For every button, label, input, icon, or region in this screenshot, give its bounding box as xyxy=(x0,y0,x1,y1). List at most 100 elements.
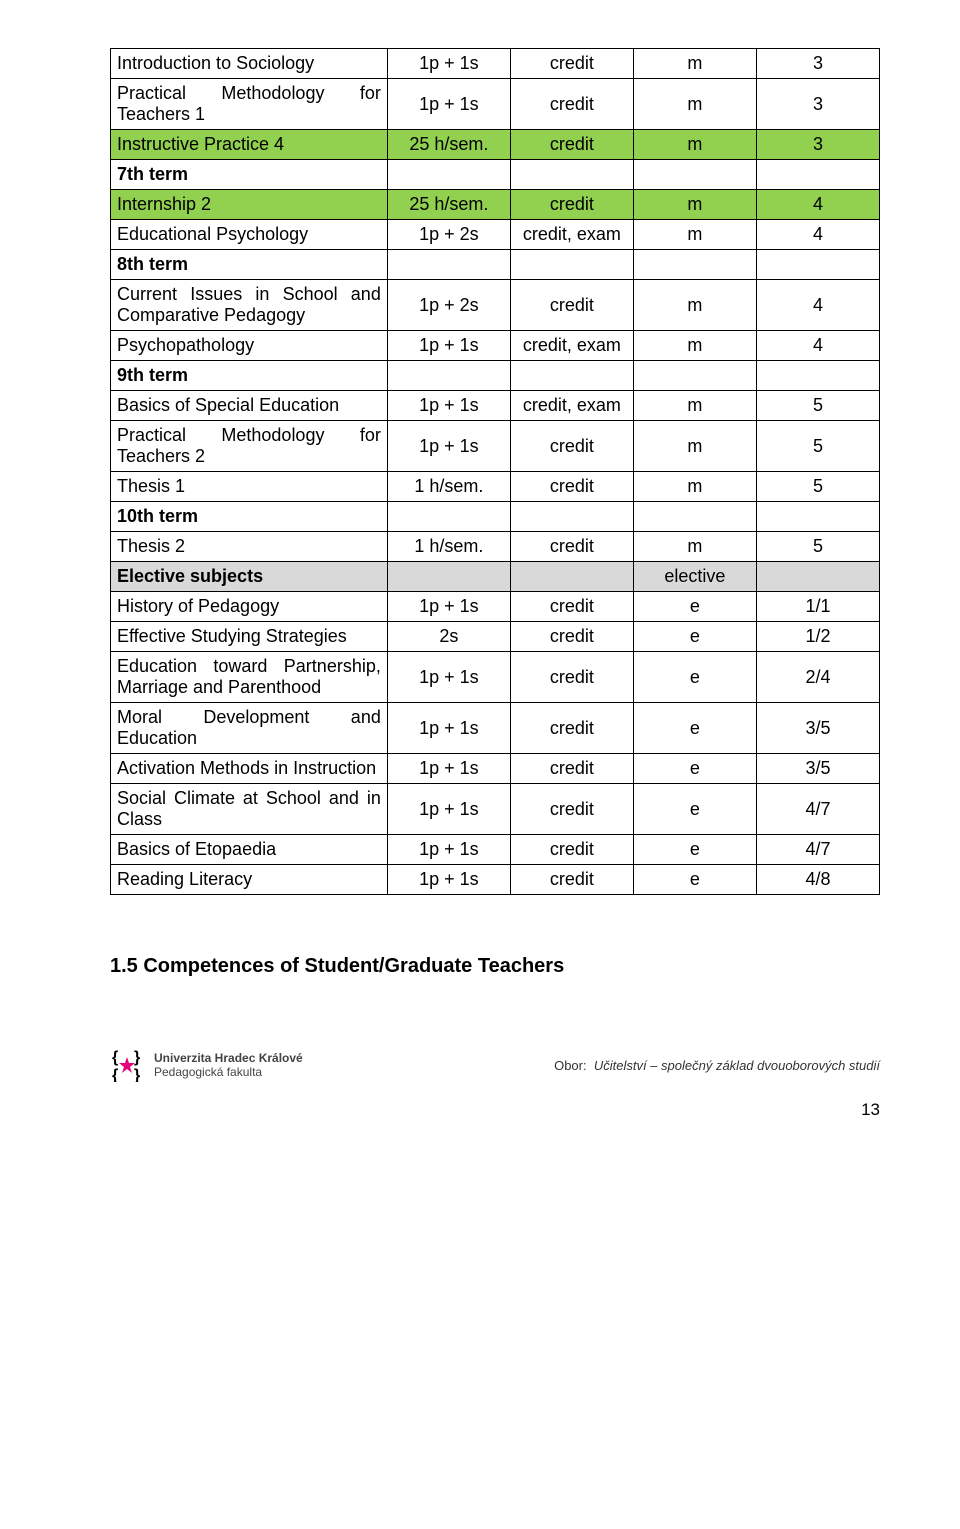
table-cell: credit xyxy=(510,865,633,895)
table-cell: Practical Methodology for Teachers 1 xyxy=(111,79,388,130)
table-cell: 5 xyxy=(756,472,879,502)
table-cell: credit xyxy=(510,280,633,331)
table-row: Instructive Practice 425 h/sem.creditm3 xyxy=(111,130,880,160)
table-cell: 5 xyxy=(756,532,879,562)
footer: { } { } Univerzita Hradec Králové Pedago… xyxy=(110,1048,880,1082)
table-cell: 3/5 xyxy=(756,703,879,754)
table-cell: 5 xyxy=(756,421,879,472)
table-cell: 1p + 1s xyxy=(387,784,510,835)
table-cell: 1p + 1s xyxy=(387,754,510,784)
table-cell: e xyxy=(633,652,756,703)
table-cell: 1/1 xyxy=(756,592,879,622)
table-cell: credit xyxy=(510,652,633,703)
table-cell: 1p + 1s xyxy=(387,79,510,130)
table-cell: 3 xyxy=(756,79,879,130)
table-cell: 4/7 xyxy=(756,835,879,865)
table-cell: 1p + 2s xyxy=(387,220,510,250)
table-cell xyxy=(510,502,633,532)
table-cell: 7th term xyxy=(111,160,388,190)
table-row: 7th term xyxy=(111,160,880,190)
table-cell: m xyxy=(633,421,756,472)
table-cell: e xyxy=(633,865,756,895)
table-cell: Effective Studying Strategies xyxy=(111,622,388,652)
table-cell: 4/8 xyxy=(756,865,879,895)
table-row: Educational Psychology1p + 2scredit, exa… xyxy=(111,220,880,250)
table-cell: 8th term xyxy=(111,250,388,280)
table-cell: 3/5 xyxy=(756,754,879,784)
table-cell xyxy=(387,160,510,190)
svg-text:}: } xyxy=(134,1067,140,1082)
table-cell: m xyxy=(633,280,756,331)
svg-text:{: { xyxy=(112,1067,118,1082)
table-cell: Instructive Practice 4 xyxy=(111,130,388,160)
table-cell: 1 h/sem. xyxy=(387,532,510,562)
table-cell xyxy=(510,361,633,391)
table-row: Reading Literacy1p + 1scredite4/8 xyxy=(111,865,880,895)
table-cell: 4 xyxy=(756,331,879,361)
table-cell: 1p + 1s xyxy=(387,652,510,703)
table-cell xyxy=(633,361,756,391)
table-cell xyxy=(756,562,879,592)
table-cell: m xyxy=(633,49,756,79)
table-cell: 1/2 xyxy=(756,622,879,652)
table-cell: Educational Psychology xyxy=(111,220,388,250)
table-row: Current Issues in School and Comparative… xyxy=(111,280,880,331)
table-row: 10th term xyxy=(111,502,880,532)
table-cell: credit, exam xyxy=(510,331,633,361)
table-cell xyxy=(387,562,510,592)
table-row: Psychopathology1p + 1scredit, examm4 xyxy=(111,331,880,361)
table-cell: 1 h/sem. xyxy=(387,472,510,502)
table-cell xyxy=(633,160,756,190)
table-cell: 1p + 2s xyxy=(387,280,510,331)
table-cell: credit xyxy=(510,754,633,784)
table-cell xyxy=(510,250,633,280)
table-cell: credit xyxy=(510,835,633,865)
table-cell: Basics of Etopaedia xyxy=(111,835,388,865)
table-cell: 1p + 1s xyxy=(387,835,510,865)
table-cell: Current Issues in School and Comparative… xyxy=(111,280,388,331)
table-cell xyxy=(633,250,756,280)
table-cell: 2/4 xyxy=(756,652,879,703)
table-cell: 25 h/sem. xyxy=(387,190,510,220)
table-cell: 2s xyxy=(387,622,510,652)
table-cell xyxy=(387,361,510,391)
section-heading: 1.5 Competences of Student/Graduate Teac… xyxy=(110,955,880,978)
table-row: History of Pedagogy1p + 1scredite1/1 xyxy=(111,592,880,622)
table-row: Effective Studying Strategies2scredite1/… xyxy=(111,622,880,652)
table-cell: 1p + 1s xyxy=(387,331,510,361)
table-cell: 25 h/sem. xyxy=(387,130,510,160)
table-cell: e xyxy=(633,784,756,835)
table-cell: 4/7 xyxy=(756,784,879,835)
table-cell xyxy=(756,250,879,280)
table-row: Internship 225 h/sem.creditm4 xyxy=(111,190,880,220)
table-cell: 1p + 1s xyxy=(387,592,510,622)
table-row: Moral Development and Education1p + 1scr… xyxy=(111,703,880,754)
table-cell: Internship 2 xyxy=(111,190,388,220)
table-cell xyxy=(387,250,510,280)
table-row: Practical Methodology for Teachers 11p +… xyxy=(111,79,880,130)
table-cell: m xyxy=(633,220,756,250)
table-cell: Social Climate at School and in Class xyxy=(111,784,388,835)
table-cell: e xyxy=(633,835,756,865)
table-cell: m xyxy=(633,532,756,562)
table-cell: e xyxy=(633,622,756,652)
course-table: Introduction to Sociology1p + 1screditm3… xyxy=(110,48,880,895)
table-cell: credit xyxy=(510,532,633,562)
table-cell: credit xyxy=(510,190,633,220)
table-cell: m xyxy=(633,79,756,130)
svg-text:}: } xyxy=(134,1049,140,1066)
table-cell: 1p + 1s xyxy=(387,421,510,472)
table-cell: m xyxy=(633,190,756,220)
table-cell: Introduction to Sociology xyxy=(111,49,388,79)
table-cell: 9th term xyxy=(111,361,388,391)
table-cell: e xyxy=(633,754,756,784)
table-cell: 3 xyxy=(756,49,879,79)
table-cell: Thesis 2 xyxy=(111,532,388,562)
table-cell: m xyxy=(633,331,756,361)
table-cell xyxy=(510,160,633,190)
table-cell: Psychopathology xyxy=(111,331,388,361)
table-row: Introduction to Sociology1p + 1screditm3 xyxy=(111,49,880,79)
table-cell: credit xyxy=(510,49,633,79)
table-cell: e xyxy=(633,592,756,622)
table-cell: Elective subjects xyxy=(111,562,388,592)
